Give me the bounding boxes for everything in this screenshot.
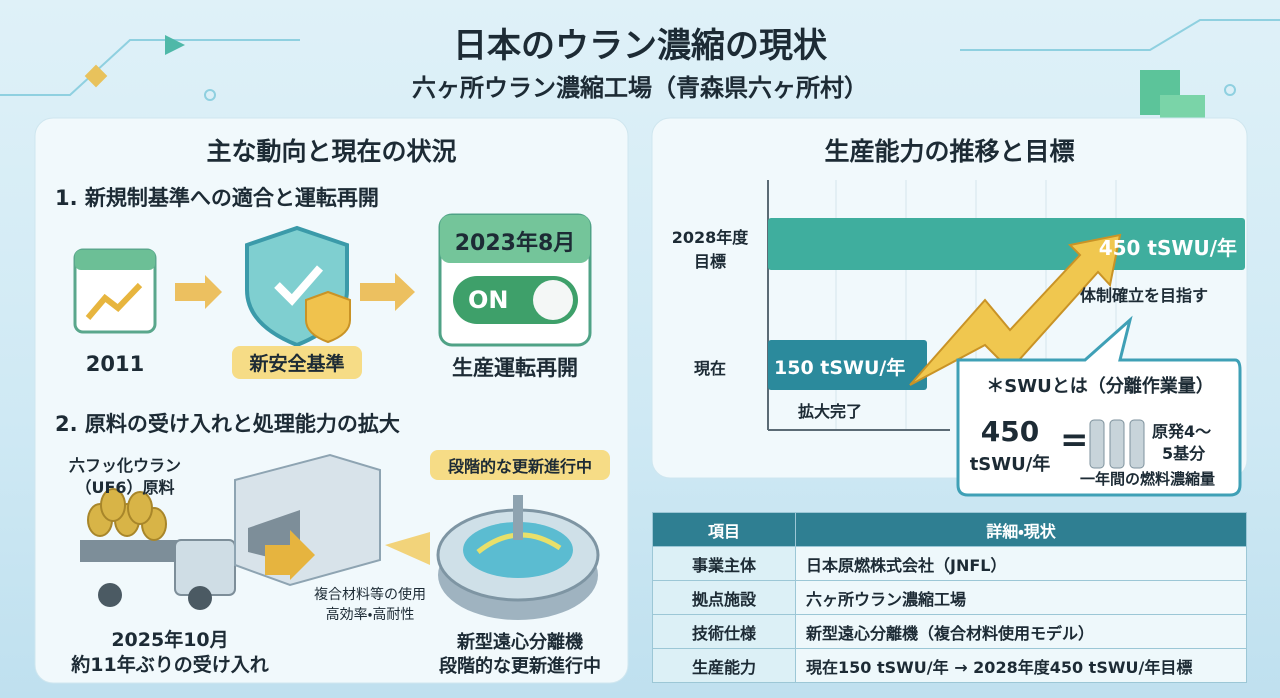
table-row: 拠点施設 六ヶ所ウラン濃縮工場 bbox=[652, 580, 1247, 615]
table-header: 項目 bbox=[652, 512, 796, 547]
capacity-chart bbox=[767, 180, 1245, 431]
section-heading: 2. 原料の受け入れと処理能力の拡大 bbox=[55, 412, 400, 436]
swu-desc: 5基分 bbox=[1162, 444, 1206, 463]
fuel-rod-icons bbox=[1089, 419, 1145, 469]
material-label: （UF6）原料 bbox=[75, 478, 175, 497]
arrow bbox=[175, 275, 222, 309]
page-title: 日本のウラン濃縮の現状 bbox=[453, 26, 827, 66]
feature-label: 複合材料等の使用 bbox=[314, 587, 426, 603]
decoration bbox=[0, 19, 1280, 101]
trend-icon bbox=[85, 282, 143, 320]
centrifuge-icon bbox=[513, 495, 523, 540]
truck-icon bbox=[98, 583, 122, 607]
section-heading: 1. 新規制基準への適合と運転再開 bbox=[55, 186, 379, 210]
swu-equals: = bbox=[1060, 420, 1089, 460]
table-cell: 生産能力 bbox=[652, 648, 796, 683]
swu-unit: tSWU/年 bbox=[969, 454, 1051, 475]
calendar-label: 2023年8月 bbox=[454, 231, 576, 256]
date-label: 2025年10月 bbox=[111, 629, 229, 651]
machine-label: 段階的な更新進行中 bbox=[439, 656, 601, 677]
table-cell: 日本原燃株式会社（JNFL） bbox=[795, 546, 1247, 581]
table-cell: 事業主体 bbox=[652, 546, 796, 581]
table-cell: 現在150 tSWU/年 → 2028年度450 tSWU/年目標 bbox=[795, 648, 1247, 683]
step-label: 新安全基準 bbox=[232, 346, 362, 379]
table-row: 生産能力 現在150 tSWU/年 → 2028年度450 tSWU/年目標 bbox=[652, 648, 1247, 683]
truck-icon bbox=[188, 586, 212, 610]
arrow bbox=[385, 532, 430, 565]
value-label: 450 tSWU/年 bbox=[1098, 236, 1237, 260]
decoration bbox=[84, 64, 108, 88]
material-label: 六フッ化ウラン bbox=[68, 456, 181, 475]
category-label: 現在 bbox=[693, 359, 726, 378]
swu-desc: 原発4～ bbox=[1152, 422, 1212, 441]
barrel-icons bbox=[87, 488, 167, 541]
swu-value: 450 bbox=[980, 415, 1040, 448]
panel-title: 主な動向と現在の状況 bbox=[206, 137, 457, 166]
calendar-icon bbox=[75, 250, 155, 270]
table-cell: 技術仕様 bbox=[652, 614, 796, 649]
table-body: 事業主体 日本原燃株式会社（JNFL） 拠点施設 六ヶ所ウラン濃縮工場 技術仕様 新型遠心… bbox=[652, 546, 1247, 683]
chart-title: 生産能力の推移と目標 bbox=[824, 137, 1075, 166]
decoration bbox=[165, 35, 185, 55]
calendar-icon bbox=[440, 215, 590, 263]
annotation: 拡大完了 bbox=[798, 402, 863, 421]
annotation: 体制確立を目指す bbox=[1080, 286, 1209, 305]
table-cell: 新型遠心分離機（複合材料使用モデル） bbox=[795, 614, 1247, 649]
feature-label: 高効率・高耐性 bbox=[325, 607, 415, 623]
category-label: 2028年度 目標 bbox=[671, 228, 749, 271]
page-subtitle: 六ヶ所ウラン濃縮工場（青森県六ヶ所村） bbox=[412, 74, 868, 102]
centrifuge-icon bbox=[463, 522, 573, 578]
info-table: 項目 詳細・現状 事業主体 日本原燃株式会社（JNFL） 拠点施設 六ヶ所ウラン濃縮工… bbox=[652, 512, 1247, 683]
swu-title: ＊SWUとは（分離作業量） bbox=[986, 376, 1214, 397]
factory-icon bbox=[234, 453, 381, 587]
step-label: 2011 bbox=[85, 352, 145, 376]
bar bbox=[768, 218, 1245, 270]
swu-bubble bbox=[956, 315, 1242, 497]
arrow bbox=[265, 530, 315, 580]
date-label: 約11年ぶりの受け入れ bbox=[71, 654, 269, 676]
machine-label: 新型遠心分離機 bbox=[457, 632, 583, 653]
switch-icon bbox=[533, 280, 573, 320]
shield-icon bbox=[305, 290, 351, 344]
truck-icon bbox=[174, 539, 236, 596]
bar bbox=[768, 340, 927, 390]
table-row: 事業主体 日本原燃株式会社（JNFL） bbox=[652, 546, 1247, 581]
badge: 段階的な更新進行中 bbox=[430, 450, 610, 480]
switch-label: ON bbox=[468, 286, 509, 314]
table-header: 詳細・現状 bbox=[795, 512, 1247, 547]
table-row: 技術仕様 新型遠心分離機（複合材料使用モデル） bbox=[652, 614, 1247, 649]
table-cell: 拠点施設 bbox=[652, 580, 796, 615]
step-label: 生産運転再開 bbox=[452, 356, 578, 380]
table-cell: 六ヶ所ウラン濃縮工場 bbox=[795, 580, 1247, 615]
shield-icon bbox=[274, 265, 324, 306]
swu-caption: 一年間の燃料濃縮量 bbox=[1079, 470, 1215, 488]
value-label: 150 tSWU/年 bbox=[774, 357, 906, 379]
arrow bbox=[360, 273, 415, 311]
